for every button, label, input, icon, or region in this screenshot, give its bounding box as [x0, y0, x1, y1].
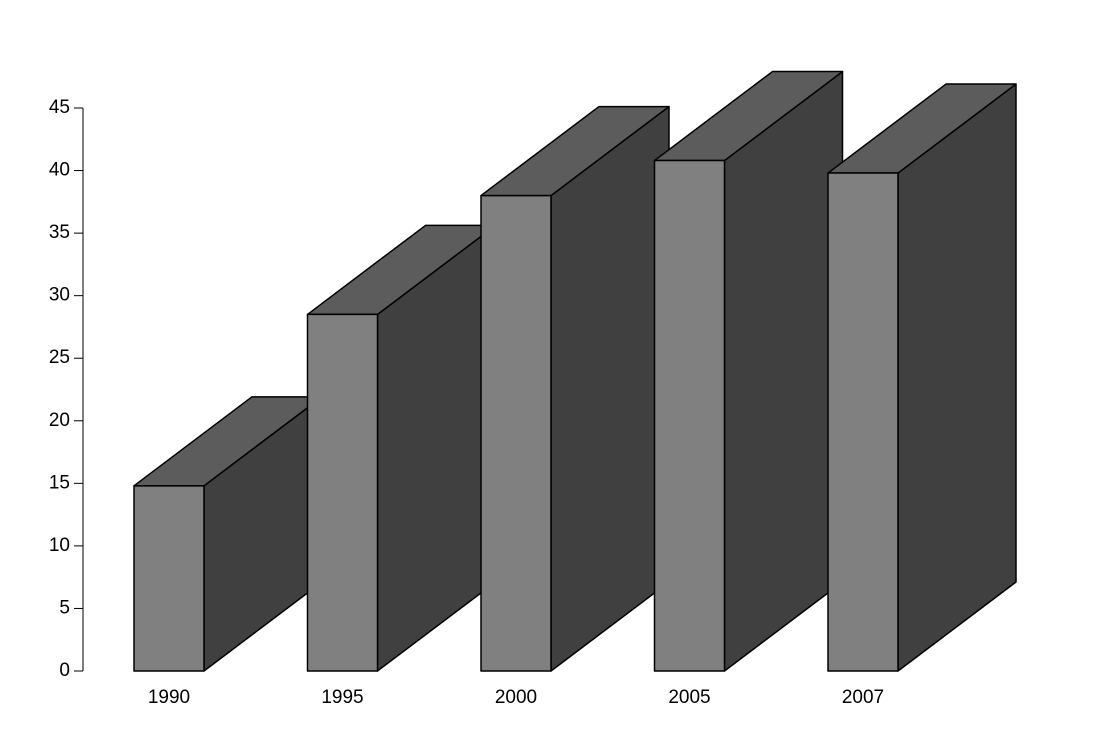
y-tick-label: 30	[49, 285, 70, 306]
y-tick-label: 25	[49, 347, 70, 368]
y-tick-label: 20	[49, 410, 70, 431]
bar-side	[897, 83, 1017, 672]
bar-front	[480, 194, 552, 672]
bar-front	[827, 172, 899, 672]
x-tick-label: 2005	[668, 687, 710, 708]
y-tick-label: 10	[49, 535, 70, 556]
bar-front	[133, 485, 205, 672]
y-tick-label: 15	[49, 472, 70, 493]
x-tick-label: 2000	[495, 687, 537, 708]
y-tick-label: 45	[49, 97, 70, 118]
y-tick-label: 5	[59, 597, 70, 618]
bar-side	[550, 105, 670, 672]
x-tick-label: 1990	[148, 687, 190, 708]
y-tick-label: 0	[59, 660, 70, 681]
bar-front	[306, 313, 379, 672]
bar-front	[653, 159, 726, 672]
y-tick-label: 35	[49, 222, 70, 243]
x-tick-label: 2007	[842, 687, 884, 708]
x-tick-label: 1995	[321, 687, 363, 708]
bar-side	[723, 70, 844, 672]
y-tick-label: 40	[49, 160, 70, 181]
